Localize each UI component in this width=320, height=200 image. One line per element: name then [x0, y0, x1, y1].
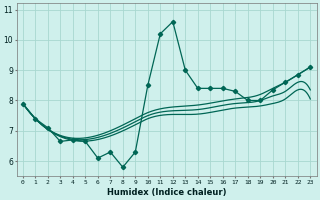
X-axis label: Humidex (Indice chaleur): Humidex (Indice chaleur): [107, 188, 226, 197]
